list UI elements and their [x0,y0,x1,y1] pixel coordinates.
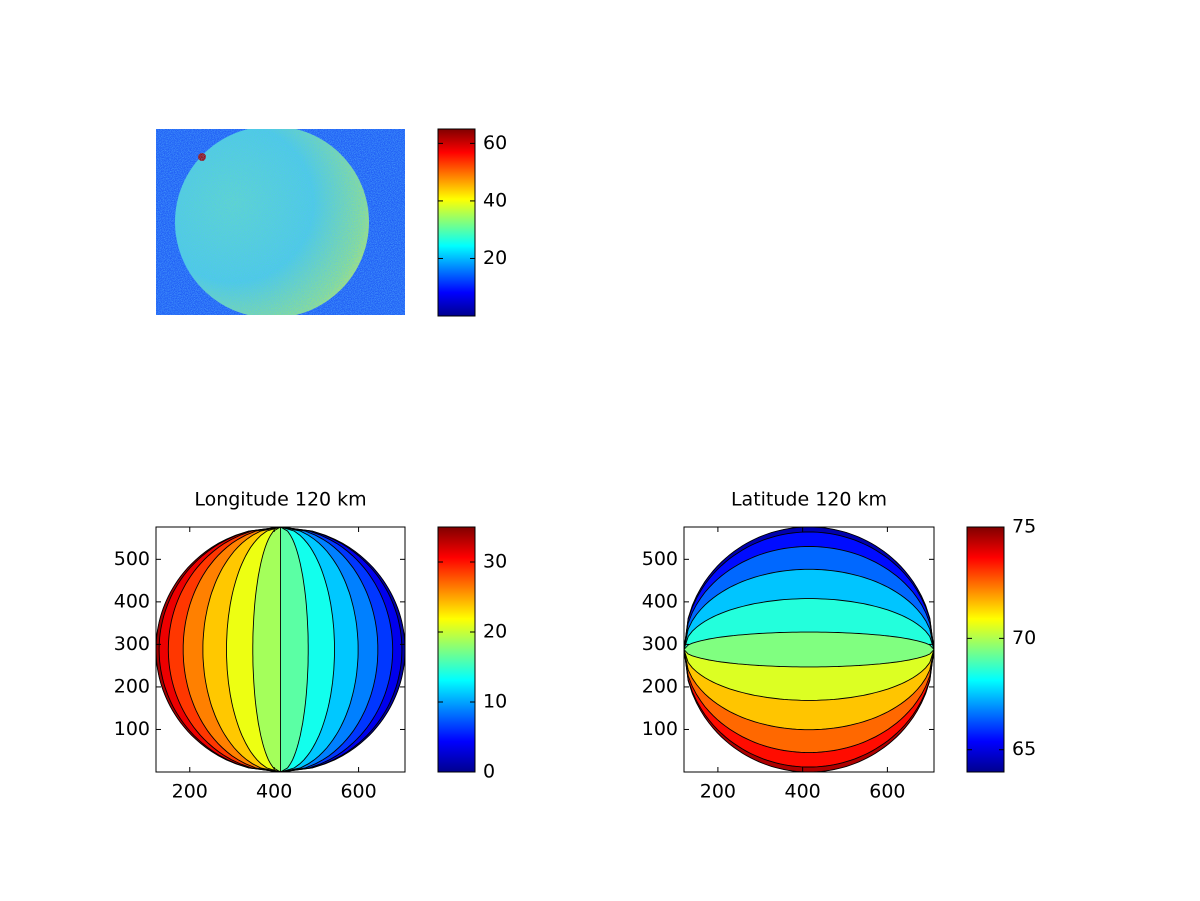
colorbar-tick-label: 40 [483,189,507,211]
contour-line [226,526,281,773]
contour-line [182,526,281,773]
contour-line [280,526,309,773]
y-tick-label: 400 [114,590,150,612]
contour-line [280,526,359,773]
colorbar-tick-label: 75 [1012,516,1036,538]
x-tick-label: 200 [700,781,736,803]
contour-field [683,526,935,773]
contour-line [280,526,335,773]
colorbar [437,526,476,773]
contour-line [280,526,379,773]
contour-line [280,526,403,773]
y-tick-label: 200 [114,675,150,697]
x-tick-label: 600 [869,781,905,803]
x-tick-label: 400 [256,781,292,803]
contour-line [683,545,935,650]
colorbar-tick-label: 65 [1012,738,1036,760]
colorbar-tick-label: 0 [483,761,495,783]
x-tick-label: 600 [340,781,376,803]
chart-title: Latitude 120 km [731,489,887,511]
contour-line [683,649,935,731]
colorbar-tick-label: 20 [483,247,507,269]
contour-line [683,649,935,754]
contour-line [683,568,935,650]
y-tick-label: 300 [642,633,678,655]
contour-line [202,526,281,773]
y-tick-label: 100 [114,718,150,740]
y-tick-label: 400 [642,590,678,612]
x-tick-label: 400 [785,781,821,803]
contour-field [155,526,406,773]
contour-line [280,526,394,773]
contour-line [683,649,935,668]
y-tick-label: 500 [114,548,150,570]
contour-line [252,526,281,773]
contour-line [683,649,935,701]
colorbar-tick-label: 60 [483,132,507,154]
colorbar-tick-label: 70 [1012,627,1036,649]
contour-line [158,526,281,773]
image-noise [156,129,405,315]
contour-line [683,649,935,768]
colorbar-tick-label: 10 [483,691,507,713]
axes-box [683,526,935,773]
colorbar [437,128,476,317]
colorbar-tick-label: 20 [483,621,507,643]
contour-line [683,631,935,650]
y-tick-label: 200 [642,675,678,697]
contour-line [683,598,935,650]
contour-line [167,526,281,773]
chart-title: Longitude 120 km [194,489,366,511]
contour-line [683,531,935,650]
y-tick-label: 300 [114,633,150,655]
colorbar [966,526,1005,773]
image-panel [156,129,405,315]
y-tick-label: 100 [642,718,678,740]
axes-box [155,526,406,773]
x-tick-label: 200 [172,781,208,803]
y-tick-label: 500 [642,548,678,570]
colorbar-tick-label: 30 [483,551,507,573]
